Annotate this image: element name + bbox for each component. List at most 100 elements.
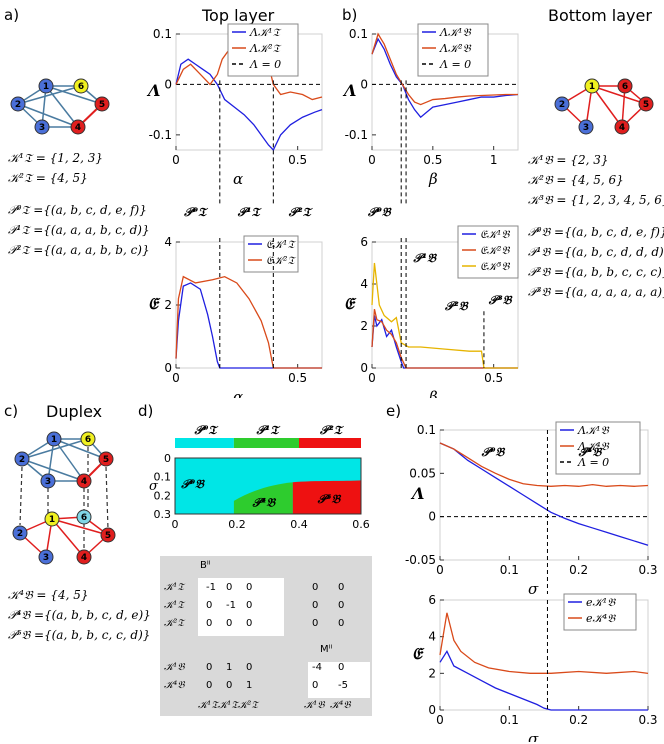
bottom-P0: 𝒫⁰𝔅 ={(a, b, c, d, e, f)} <box>528 225 664 239</box>
y-tick-label: 0.05 <box>409 466 436 480</box>
y-axis-label: Λ <box>410 484 424 503</box>
x-tick-label: 0.5 <box>288 153 307 167</box>
node-2 <box>10 96 26 112</box>
matrix-cell: 0 <box>206 600 213 611</box>
plot-area <box>174 457 362 515</box>
y-tick-label: 0.3 <box>154 508 172 521</box>
matrix-cell: 0 <box>338 662 345 673</box>
x-axis-label: σ <box>528 730 539 742</box>
legend-label: 𝔈𝒦¹𝔗 <box>266 238 296 251</box>
top-P2: 𝒫²𝔗 ={(a, a, a, b, b, c)} <box>8 243 150 257</box>
y-tick-label: 0 <box>428 510 436 524</box>
svg-text:3: 3 <box>39 123 45 133</box>
series-line-1 <box>439 612 649 674</box>
y-tick-label: 4 <box>164 235 172 249</box>
matrix-B-title: Bᴵᴵ <box>200 560 211 571</box>
svg-text:3: 3 <box>45 477 51 487</box>
y-tick-label: 0 <box>360 77 368 91</box>
y-axis-label: σ <box>149 479 159 494</box>
matrix-row-label: 𝒦⁴𝔅 <box>164 680 185 691</box>
x-tick-label: 0.3 <box>638 713 657 727</box>
y-tick-label: 4 <box>428 630 436 644</box>
bottom-K3: 𝒦³𝔅 = {1, 2, 3, 4, 5, 6} <box>528 193 664 207</box>
x-axis-label: σ <box>528 580 539 594</box>
duplex-P5: 𝒫⁵𝔅 ={(a, b, b, c, c, d)} <box>8 628 151 642</box>
matrix-cell: 0 <box>226 582 233 593</box>
y-tick-label: 0.1 <box>417 423 436 437</box>
svg-text:5: 5 <box>99 100 105 110</box>
x-tick-label: 0 <box>436 563 444 577</box>
top-P0: 𝒫⁰𝔗 ={(a, b, c, d, e, f)} <box>8 203 147 217</box>
x-axis-label: α <box>233 388 243 398</box>
y-tick-label: 0.2 <box>154 489 172 502</box>
x-tick-label: 0.1 <box>500 563 519 577</box>
matrix-cell: 0 <box>338 582 345 593</box>
matrix-cell: 0 <box>246 600 253 611</box>
y-axis-label: 𝔈 <box>412 644 425 663</box>
legend-label: Λ = 0 <box>577 456 609 469</box>
matrix-cell: 0 <box>206 618 213 629</box>
region-label: 𝒫⁴𝔅 <box>252 496 277 510</box>
svg-text:6: 6 <box>81 513 87 523</box>
y-axis-label: Λ <box>146 81 160 100</box>
x-tick-label: 0.5 <box>423 153 442 167</box>
phase-label: 𝒫⁰𝔗 <box>183 205 209 219</box>
y-tick-label: 4 <box>360 277 368 291</box>
bottom-layer-network: 1 2 3 4 5 6 <box>554 78 654 135</box>
phase-label: 𝒫²𝔗 <box>288 205 314 219</box>
matrix-cell: -5 <box>338 680 348 691</box>
bottom-K1: 𝒦¹𝔅 = {2, 3} <box>528 153 609 167</box>
series-line-0 <box>439 649 648 711</box>
region-p4 <box>233 482 293 514</box>
matrix-cell: 0 <box>312 680 319 691</box>
svg-text:5: 5 <box>103 455 109 465</box>
x-axis-label: α <box>254 533 263 534</box>
y-tick-label: 6 <box>428 593 436 607</box>
series-line-0 <box>175 282 322 369</box>
top-bar-label: 𝒫²𝔗 <box>319 423 345 437</box>
bottom-K2: 𝒦²𝔅 = {4, 5, 6} <box>528 173 624 187</box>
region-p5 <box>292 480 361 514</box>
bottom-entropy-chart: 6 4 2 00 0.5 β 𝔈 𝔈𝒦¹𝔅 𝔈𝒦²𝔅 𝔈𝒦³𝔅 𝒫⁰𝔅 𝒫¹𝔅 𝒫²𝔅 𝒫³𝔅 <box>344 205 519 398</box>
y-tick-label: 2 <box>360 319 368 333</box>
legend-label: Λ = 0 <box>439 58 471 71</box>
y-tick-label: -0.1 <box>149 128 172 142</box>
panel-c-label: c) <box>4 402 19 420</box>
legend-box <box>243 235 299 273</box>
legend-label: 𝔈𝒦¹𝔅 <box>480 228 510 241</box>
y-tick-label: 2 <box>428 666 436 680</box>
matrix-cell: 0 <box>312 582 319 593</box>
matrix-row-label: 𝒦¹𝔗 <box>164 600 184 611</box>
y-tick-label: 0.1 <box>349 27 368 41</box>
y-axis-label: Λ <box>342 81 356 100</box>
svg-text:2: 2 <box>559 100 565 110</box>
top-entropy-chart: 4 2 00 0.5 α 𝔈 𝔈𝒦¹𝔗 𝔈𝒦²𝔗 𝒫⁰𝔗 𝒫¹𝔗 𝒫²𝔗 <box>148 205 323 398</box>
y-tick-label: 0 <box>360 361 368 375</box>
matrix-row-label: 𝒦¹𝔗 <box>164 582 184 593</box>
x-tick-label: 0.2 <box>569 563 588 577</box>
svg-text:5: 5 <box>105 531 111 541</box>
x-tick-label: 0 <box>436 713 444 727</box>
plot-area <box>439 429 649 561</box>
legend-label: Λ = 0 <box>249 58 281 71</box>
y-tick-label: 0 <box>164 77 172 91</box>
y-tick-label: 0 <box>164 452 171 465</box>
phase-label: 𝒫³𝔅 <box>488 293 513 307</box>
matrix-cell: -4 <box>312 662 322 673</box>
y-axis-label: 𝔈 <box>148 294 161 313</box>
svg-text:3: 3 <box>43 553 49 563</box>
matrix-cell: 0 <box>226 618 233 629</box>
matrix-cell: 0 <box>226 680 233 691</box>
duplex-network: 1 2 3 4 5 6 1 2 3 4 5 6 <box>12 431 116 565</box>
svg-text:6: 6 <box>78 82 84 92</box>
x-tick-label: 0.4 <box>290 518 308 531</box>
top-bar-segment <box>175 438 234 448</box>
x-tick-label: 0.6 <box>352 518 370 531</box>
matrix-cell: 0 <box>338 618 345 629</box>
top-P1: 𝒫¹𝔗 ={(a, a, a, b, c, d)} <box>8 223 150 237</box>
legend-label: Λ𝒦⁴𝔅 <box>577 440 610 453</box>
duplex-P4: 𝒫⁴𝔅 ={(a, b, b, c, d, e)} <box>8 608 151 622</box>
matrix-row-label: 𝒦²𝔗 <box>164 618 184 629</box>
